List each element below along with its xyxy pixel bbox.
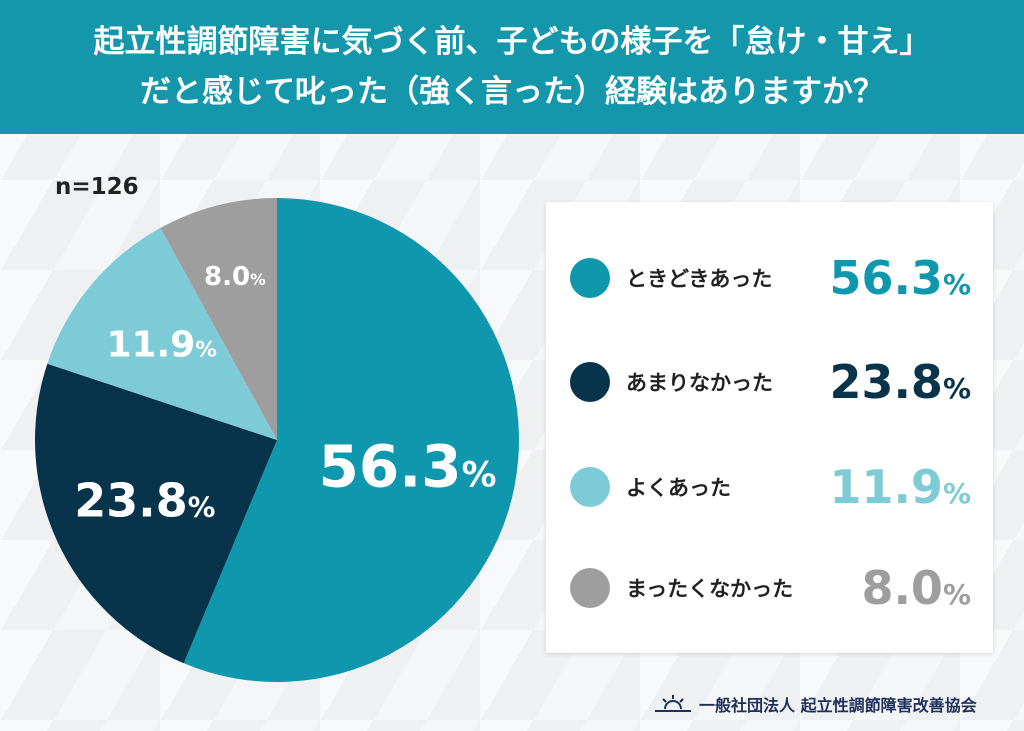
legend-marker — [570, 568, 610, 608]
legend-marker — [570, 467, 610, 507]
pie-slice-2 — [35, 363, 277, 664]
pie-slice-3 — [47, 227, 278, 440]
legend-item: あまりなかった 23.8% — [546, 352, 993, 412]
title-line-1: 起立性調節障害に気づく前、子どもの様子を「怠け・甘え」 — [93, 24, 931, 60]
sample-size: n=126 — [55, 174, 139, 200]
pie-slice-4 — [160, 198, 277, 440]
footer: 一般社団法人 起立性調節障害改善協会 — [655, 692, 977, 716]
legend-value: 23.8% — [829, 355, 971, 409]
legend-item: よくあった 11.9% — [546, 457, 993, 517]
legend-item: ときどきあった 56.3% — [546, 248, 993, 308]
legend-label: ときどきあった — [626, 267, 773, 291]
legend-label: よくあった — [626, 476, 731, 500]
pie-slice-1 — [183, 198, 520, 682]
title-line-2: だと感じて叱った（強く言った）経験はありますか？ — [140, 74, 884, 110]
sunrise-logo-icon — [655, 695, 691, 712]
pie-data-label-2: 23.8% — [74, 473, 215, 527]
legend-marker — [570, 258, 610, 298]
legend-marker — [570, 362, 610, 402]
legend-value: 11.9% — [829, 460, 971, 514]
pie-chart: 56.3%23.8%11.9%8.0% — [35, 198, 520, 682]
footer-org: 一般社団法人 起立性調節障害改善協会 — [699, 696, 977, 715]
legend-label: まったくなかった — [626, 577, 794, 601]
legend: ときどきあった 56.3% あまりなかった 23.8% よくあった 11.9% まったくなか… — [546, 202, 993, 653]
legend-value: 8.0% — [861, 561, 971, 615]
legend-label: あまりなかった — [626, 371, 773, 395]
legend-item: まったくなかった 8.0% — [546, 558, 993, 618]
legend-value: 56.3% — [829, 251, 971, 305]
chart-title: 起立性調節障害に気づく前、子どもの様子を「怠け・甘え」 だと感じて叱った（強く言… — [0, 0, 1024, 134]
